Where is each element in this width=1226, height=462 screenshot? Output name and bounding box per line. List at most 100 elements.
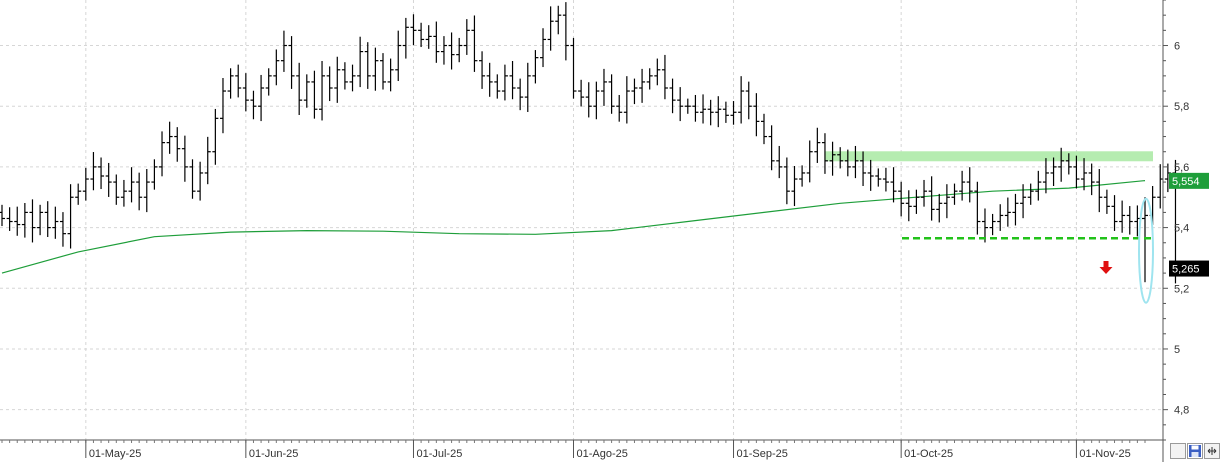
ohlc-bar <box>921 179 928 207</box>
last-candle-highlight <box>1138 197 1154 304</box>
ohlc-bar <box>501 64 508 101</box>
ohlc-bar <box>258 74 265 122</box>
ohlc-bars <box>0 2 1179 284</box>
ohlc-bar <box>1103 189 1110 214</box>
ohlc-bar <box>136 172 143 211</box>
ohlc-bar <box>448 32 455 70</box>
ohlc-bar <box>806 140 813 183</box>
ohlc-bar <box>867 159 874 191</box>
ohlc-bar <box>570 37 577 99</box>
ohlc-bar <box>159 131 166 177</box>
ohlc-bar <box>52 206 59 239</box>
ohlc-bar <box>280 30 287 72</box>
ohlc-bar <box>882 167 889 192</box>
save-icon[interactable] <box>1187 443 1203 459</box>
x-tick-label: 01-Jul-25 <box>416 448 462 460</box>
ohlc-bar <box>242 73 249 112</box>
ohlc-bar <box>700 94 707 124</box>
ohlc-bar <box>623 76 630 124</box>
ohlc-bar <box>959 170 966 201</box>
ohlc-bar <box>730 101 737 125</box>
ohlc-bar <box>357 36 364 88</box>
ohlc-bar <box>288 36 295 89</box>
y-tick-label: 4,8 <box>1174 405 1189 417</box>
ohlc-bar <box>654 58 661 86</box>
last-price-label: 5,265 <box>1172 264 1200 276</box>
ohlc-bar <box>1050 157 1057 187</box>
ohlc-bar <box>29 199 36 243</box>
ohlc-bar <box>943 184 950 219</box>
ohlc-bar <box>821 133 828 174</box>
x-tick-label: 01-Jun-25 <box>249 448 299 460</box>
ohlc-bar <box>1149 186 1156 225</box>
ohlc-bar <box>509 60 516 100</box>
ohlc-bar <box>1157 164 1164 209</box>
checkbox-icon[interactable] <box>1170 443 1186 459</box>
ohlc-bar <box>1081 158 1088 191</box>
ohlc-bar <box>387 58 394 92</box>
ohlc-bar <box>395 30 402 82</box>
ohlc-bar <box>753 93 760 137</box>
ohlc-bar <box>311 70 318 119</box>
ohlc-bar <box>37 204 44 236</box>
ohlc-bar <box>860 151 867 187</box>
ohlc-bar <box>1126 206 1133 235</box>
ohlc-bar <box>151 159 158 190</box>
ohlc-bar <box>197 161 204 201</box>
ohlc-bar <box>166 121 173 154</box>
ohlc-bar <box>334 56 341 103</box>
ohlc-bar <box>1119 200 1126 233</box>
ohlc-bar <box>471 15 478 72</box>
ohlc-bar <box>212 108 219 165</box>
ohlc-bar <box>631 78 638 105</box>
ohlc-bar <box>768 125 775 171</box>
x-tick-label: 01-Ago-25 <box>577 448 628 460</box>
ohlc-bar <box>235 64 242 98</box>
x-axis: 01-May-25 01-Jun-25 01-Jul-25 01-Ago-25 01-S… <box>0 439 1163 460</box>
ohlc-bar <box>189 159 196 199</box>
ma-value-label: 5,554 <box>1172 176 1200 188</box>
ohlc-bar <box>684 98 691 114</box>
ohlc-bar <box>486 62 493 97</box>
ohlc-bar <box>265 68 272 96</box>
ohlc-bar <box>59 212 66 247</box>
ohlc-bar <box>418 22 425 48</box>
ohlc-bar <box>90 152 97 191</box>
ohlc-bar <box>646 68 653 90</box>
ohlc-bar <box>562 2 569 61</box>
ohlc-bar <box>319 60 326 121</box>
ohlc-bar <box>273 49 280 86</box>
y-axis: 4,8 5 5,2 5,4 5,6 5,8 6 <box>1162 0 1189 462</box>
ohlc-bar <box>1142 197 1148 283</box>
x-tick-label: 01-Oct-25 <box>904 448 953 460</box>
ohlc-bar <box>829 141 836 176</box>
ohlc-bar <box>479 51 486 89</box>
ohlc-bar <box>593 81 600 120</box>
ohlc-bar <box>1073 155 1080 189</box>
ohlc-bar <box>463 19 470 55</box>
ohlc-bar <box>44 201 51 237</box>
expand-icon[interactable] <box>1204 443 1220 459</box>
ohlc-bar <box>372 47 379 91</box>
y-tick-label: 5,4 <box>1174 223 1189 235</box>
ohlc-bar <box>303 74 310 108</box>
ohlc-bar <box>1065 153 1072 175</box>
ohlc-bar <box>425 25 432 49</box>
ohlc-bar <box>532 50 539 84</box>
ohlc-bar <box>677 87 684 122</box>
ohlc-bar <box>745 81 752 120</box>
ohlc-bar <box>128 167 135 203</box>
x-tick-label: 01-May-25 <box>89 448 142 460</box>
ohlc-bar <box>799 165 806 187</box>
ohlc-bar <box>524 62 531 112</box>
ohlc-bar <box>341 62 348 90</box>
x-tick-label: 01-Nov-25 <box>1079 448 1130 460</box>
ohlc-bar <box>547 6 554 51</box>
ohlc-bar <box>661 54 668 100</box>
ohlc-bar <box>814 127 821 163</box>
ohlc-bar <box>14 206 21 236</box>
ohlc-bar <box>707 99 714 126</box>
ohlc-bar <box>981 208 988 243</box>
ohlc-bar <box>555 5 562 35</box>
